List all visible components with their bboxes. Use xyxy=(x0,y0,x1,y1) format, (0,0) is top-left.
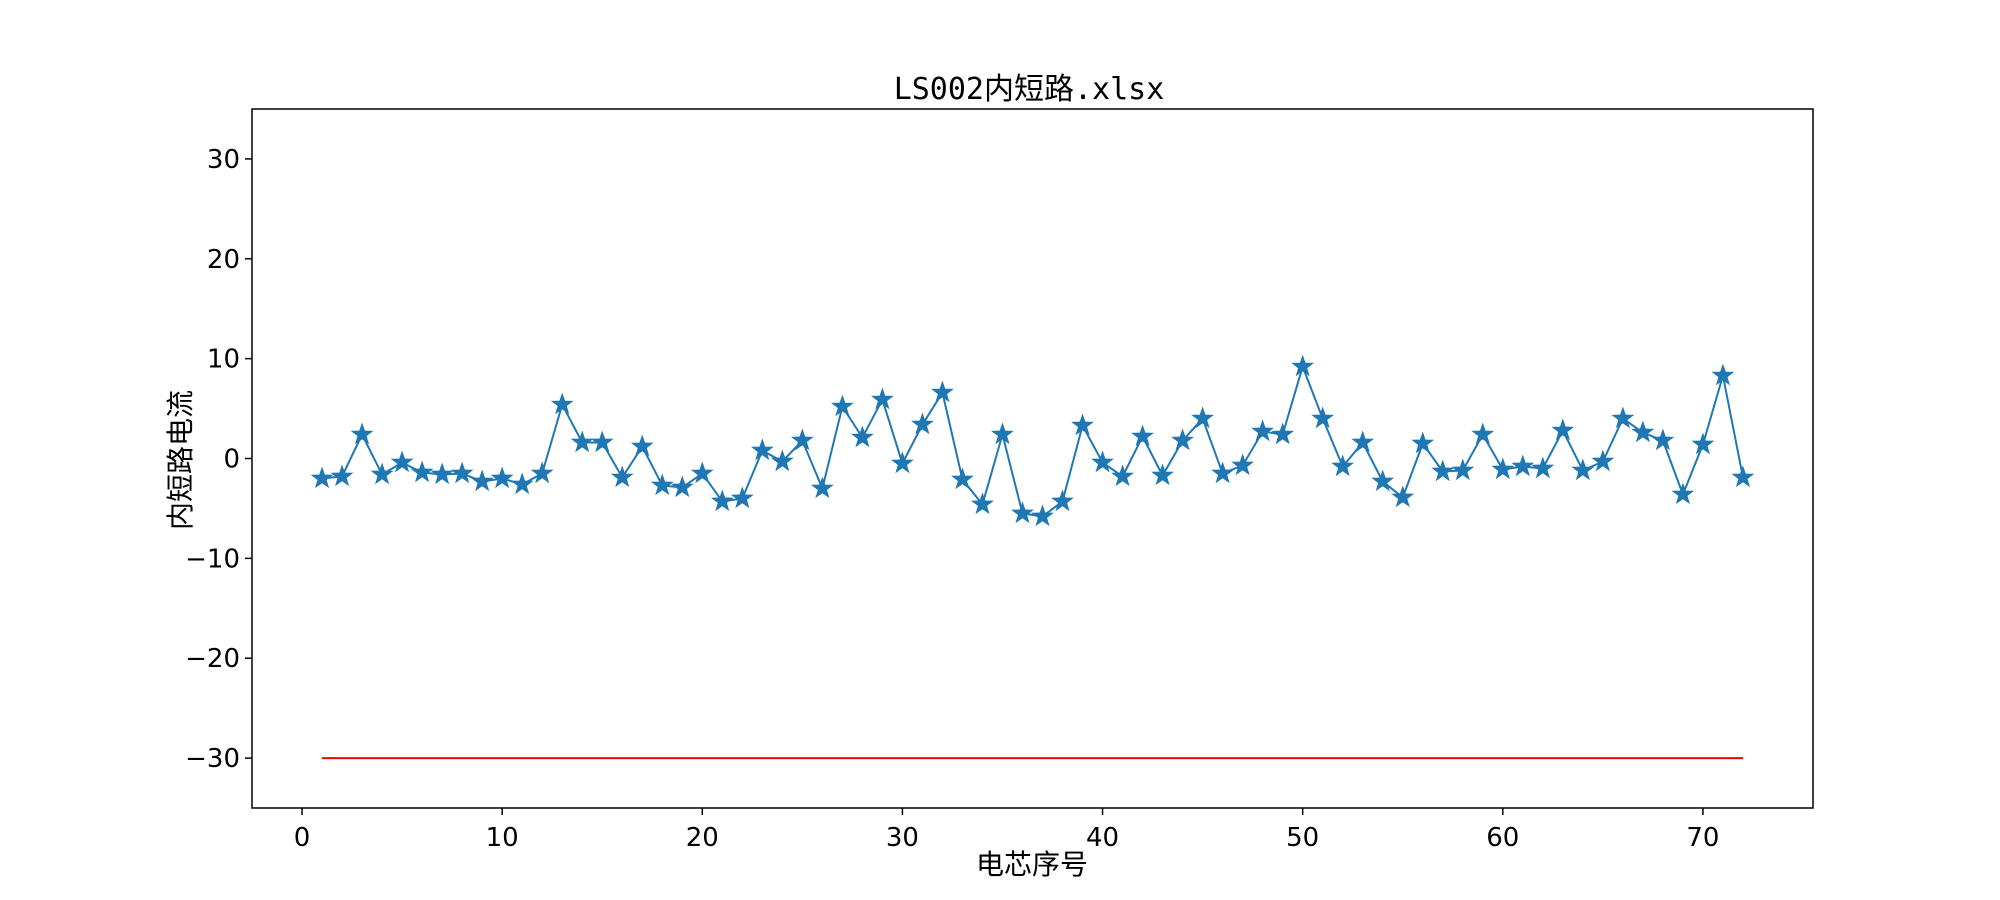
data-point-star xyxy=(670,475,694,498)
data-point-star xyxy=(1011,501,1034,524)
data-point-star xyxy=(1691,432,1715,455)
data-point-star xyxy=(430,462,454,485)
data-point-star xyxy=(1031,504,1054,527)
data-point-star xyxy=(1271,422,1295,445)
data-point-star xyxy=(470,469,494,492)
data-point-star xyxy=(410,460,434,483)
data-point-star xyxy=(1551,418,1575,441)
data-point-star xyxy=(971,492,994,515)
data-point-star xyxy=(1411,431,1435,454)
y-tick-label: 20 xyxy=(207,245,240,275)
data-point-star xyxy=(1251,419,1275,442)
data-point-star xyxy=(350,422,374,445)
data-point-star xyxy=(1371,469,1395,492)
data-point-star xyxy=(1351,430,1375,453)
x-tick-label: 50 xyxy=(1286,823,1319,853)
data-point-star xyxy=(690,461,714,484)
x-axis-title: 电芯序号 xyxy=(976,848,1088,881)
data-point-star xyxy=(510,472,534,495)
y-tick-label: 10 xyxy=(207,345,240,375)
x-tick-label: 30 xyxy=(886,823,919,853)
data-point-star xyxy=(490,466,514,489)
data-point-star xyxy=(1731,465,1755,488)
data-point-star xyxy=(1131,424,1154,447)
data-point-star xyxy=(1151,463,1174,486)
data-point-star xyxy=(1451,458,1475,481)
x-tick-label: 60 xyxy=(1486,823,1519,853)
data-point-star xyxy=(310,466,334,489)
data-point-star xyxy=(450,461,474,484)
y-axis-title: 内短路电流 xyxy=(164,390,197,530)
data-point-star xyxy=(830,394,854,417)
data-point-star xyxy=(1291,354,1315,377)
data-point-star xyxy=(1391,485,1415,508)
data-point-star xyxy=(1111,464,1134,487)
data-point-star xyxy=(991,422,1014,445)
x-tick-label: 10 xyxy=(486,823,519,853)
data-point-star xyxy=(1671,482,1695,505)
data-point-star xyxy=(790,428,814,451)
data-point-star xyxy=(1711,363,1735,386)
data-point-star xyxy=(1511,454,1535,477)
data-point-star xyxy=(630,434,654,457)
x-tick-label: 0 xyxy=(294,823,311,853)
data-point-star xyxy=(330,464,354,487)
y-tick-label: 30 xyxy=(207,145,240,175)
data-point-star xyxy=(1171,428,1195,451)
data-point-star xyxy=(590,430,614,453)
data-point-star xyxy=(1231,453,1255,476)
data-point-star xyxy=(730,486,754,509)
data-point-star xyxy=(1331,454,1355,477)
data-point-star xyxy=(1611,406,1635,429)
data-point-star xyxy=(911,412,934,435)
data-point-star xyxy=(650,473,674,496)
data-point-star xyxy=(1591,449,1615,472)
y-tick-label: −30 xyxy=(185,744,240,774)
x-tick-label: 70 xyxy=(1686,823,1719,853)
y-tick-label: 0 xyxy=(223,445,240,475)
plot-frame xyxy=(251,108,1814,809)
data-point-star xyxy=(1211,461,1235,484)
data-point-star xyxy=(610,465,634,488)
data-point-star xyxy=(850,425,874,448)
data-point-star xyxy=(390,450,414,473)
data-point-star xyxy=(370,462,394,485)
chart-title: LS002内短路.xlsx xyxy=(894,72,1165,107)
data-point-star xyxy=(1431,459,1455,482)
x-tick-label: 20 xyxy=(686,823,719,853)
data-point-star xyxy=(1571,458,1595,481)
data-point-star xyxy=(1471,422,1495,445)
x-tick-label: 40 xyxy=(1086,823,1119,853)
data-point-star xyxy=(1191,406,1215,429)
data-point-star xyxy=(1091,450,1114,473)
data-point-star xyxy=(1051,489,1074,512)
data-point-star xyxy=(1311,406,1335,429)
data-point-star xyxy=(1491,457,1515,480)
y-tick-label: −10 xyxy=(185,544,240,574)
axis-ticks: 0 10 20 30 40 50 60 70 −30 −20 −10 0 10 20 30 xyxy=(185,145,1719,853)
data-point-star xyxy=(951,467,974,490)
y-tick-label: −20 xyxy=(185,644,240,674)
data-point-star xyxy=(1651,428,1675,451)
data-point-star xyxy=(931,380,954,403)
data-point-star xyxy=(550,392,574,415)
data-point-star xyxy=(530,461,554,484)
data-point-star xyxy=(1631,420,1655,443)
data-point-star xyxy=(1531,456,1555,479)
data-point-star xyxy=(710,489,734,512)
data-point-star xyxy=(810,476,834,499)
series-line xyxy=(321,363,1744,518)
data-point-star xyxy=(891,451,914,474)
series-layer xyxy=(310,354,1755,760)
data-point-star xyxy=(1071,413,1094,436)
data-point-star xyxy=(870,387,894,410)
data-point-star xyxy=(750,438,774,461)
data-point-star xyxy=(770,449,794,472)
data-point-star xyxy=(570,430,594,453)
